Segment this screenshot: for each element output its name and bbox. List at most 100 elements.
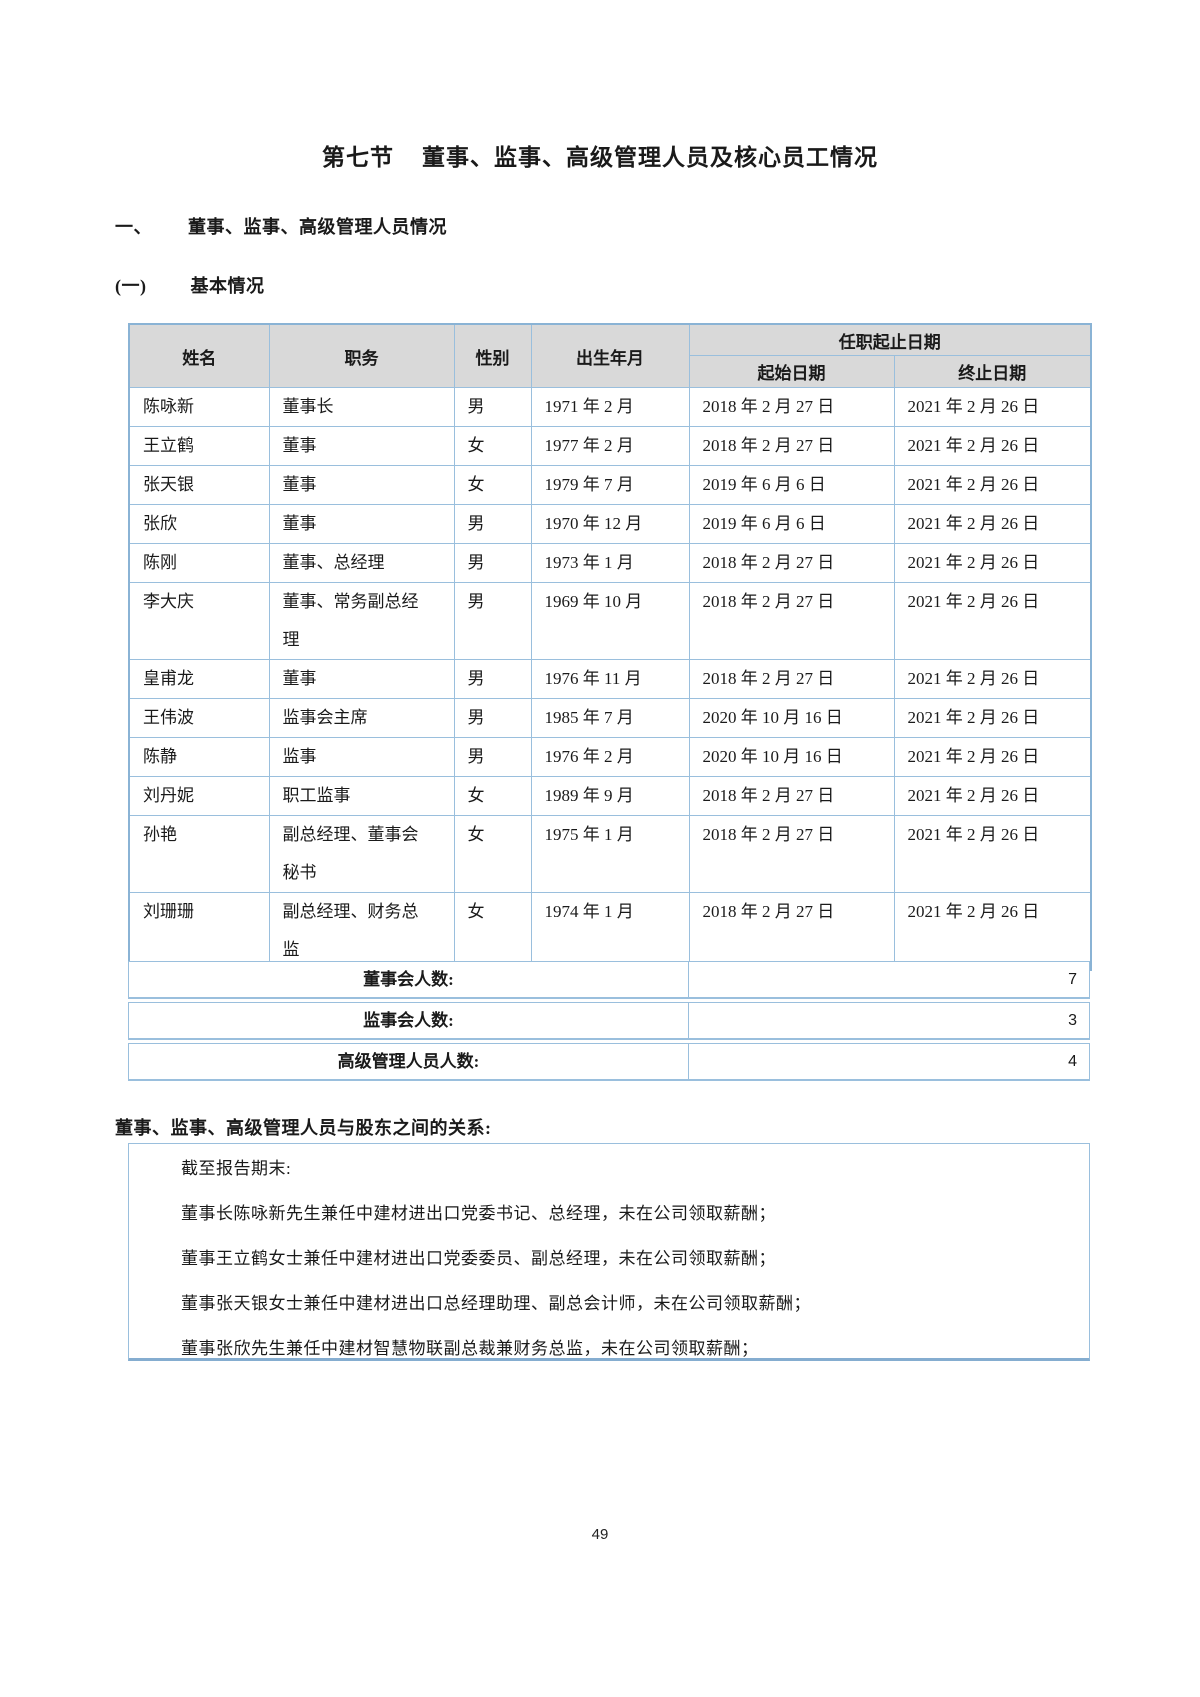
cell-name: 皇甫龙 — [128, 659, 270, 699]
header-position: 职务 — [268, 323, 455, 388]
table-row: 孙艳 副总经理、董事会秘书女 1975 年 1 月 2018 年 2 月 27 日 20… — [128, 815, 1092, 893]
cell-position: 监事会主席 — [268, 698, 455, 738]
officers-table: 姓名 职务 性别 出生年月 任职起止日期 起始日期 终止日期 陈咏新 董事长男 19… — [128, 323, 1092, 971]
section-2-number: (一) — [115, 276, 147, 296]
cell-birth: 1973 年 1 月 — [530, 543, 690, 583]
header-term: 任职起止日期 — [688, 323, 1092, 356]
cell-gender: 男 — [453, 504, 532, 544]
table-row: 王立鹤 董事女 1977 年 2 月 2018 年 2 月 27 日 2021 年 2 … — [128, 426, 1092, 466]
cell-gender: 男 — [453, 387, 532, 427]
table-row: 张欣 董事男 1970 年 12 月 2019 年 6 月 6 日 2021 年 2 月… — [128, 504, 1092, 544]
table-row: 王伟波 监事会主席男 1985 年 7 月 2020 年 10 月 16 日 2021 … — [128, 698, 1092, 738]
cell-start-date: 2018 年 2 月 27 日 — [688, 387, 895, 427]
cell-birth: 1985 年 7 月 — [530, 698, 690, 738]
header-birth: 出生年月 — [530, 323, 690, 388]
cell-start-date: 2018 年 2 月 27 日 — [688, 659, 895, 699]
header-start-date: 起始日期 — [688, 355, 895, 388]
cell-name: 张天银 — [128, 465, 270, 505]
cell-gender: 男 — [453, 543, 532, 583]
cell-birth: 1979 年 7 月 — [530, 465, 690, 505]
cell-start-date: 2020 年 10 月 16 日 — [688, 698, 895, 738]
officers-table-header: 姓名 职务 性别 出生年月 任职起止日期 起始日期 终止日期 — [128, 323, 1092, 388]
table-row: 刘珊珊 副总经理、财务总监女 1974 年 1 月 2018 年 2 月 27 日 20… — [128, 892, 1092, 971]
cell-end-date: 2021 年 2 月 26 日 — [893, 698, 1092, 738]
cell-name: 王立鹤 — [128, 426, 270, 466]
page-title-text: 董事、监事、高级管理人员及核心员工情况 — [422, 145, 878, 170]
cell-gender: 男 — [453, 582, 532, 660]
cell-position: 监事 — [268, 737, 455, 777]
cell-start-date: 2018 年 2 月 27 日 — [688, 543, 895, 583]
cell-end-date: 2021 年 2 月 26 日 — [893, 426, 1092, 466]
cell-name: 刘珊珊 — [128, 892, 270, 971]
table-row: 陈静 监事男 1976 年 2 月 2020 年 10 月 16 日 2021 年 2 … — [128, 737, 1092, 777]
cell-position: 董事 — [268, 426, 455, 466]
cell-name: 王伟波 — [128, 698, 270, 738]
summary-label: 董事会人数: — [129, 962, 689, 997]
cell-end-date: 2021 年 2 月 26 日 — [893, 387, 1092, 427]
cell-end-date: 2021 年 2 月 26 日 — [893, 892, 1092, 971]
cell-birth: 1976 年 2 月 — [530, 737, 690, 777]
cell-position: 副总经理、董事会秘书 — [268, 815, 455, 893]
cell-end-date: 2021 年 2 月 26 日 — [893, 737, 1092, 777]
cell-birth: 1975 年 1 月 — [530, 815, 690, 893]
table-row: 陈咏新 董事长男 1971 年 2 月 2018 年 2 月 27 日 2021 年 2… — [128, 387, 1092, 427]
relations-line: 董事王立鹤女士兼任中建材进出口党委委员、副总经理，未在公司领取薪酬； — [181, 1249, 776, 1268]
table-row: 皇甫龙 董事男 1976 年 11 月 2018 年 2 月 27 日 2021 年 2… — [128, 659, 1092, 699]
relations-heading: 董事、监事、高级管理人员与股东之间的关系: — [115, 1118, 492, 1138]
cell-end-date: 2021 年 2 月 26 日 — [893, 543, 1092, 583]
cell-gender: 女 — [453, 815, 532, 893]
cell-birth: 1969 年 10 月 — [530, 582, 690, 660]
section-1-text: 董事、监事、高级管理人员情况 — [188, 217, 447, 237]
cell-position: 董事 — [268, 504, 455, 544]
cell-gender: 男 — [453, 698, 532, 738]
officer-rows: 陈咏新 董事长男 1971 年 2 月 2018 年 2 月 27 日 2021 年 2… — [128, 387, 1092, 971]
table-row: 张天银 董事女 1979 年 7 月 2019 年 6 月 6 日 2021 年 2 月… — [128, 465, 1092, 505]
cell-position: 董事长 — [268, 387, 455, 427]
cell-name: 刘丹妮 — [128, 776, 270, 816]
cell-start-date: 2019 年 6 月 6 日 — [688, 465, 895, 505]
cell-start-date: 2019 年 6 月 6 日 — [688, 504, 895, 544]
section-2-text: 基本情况 — [190, 276, 265, 296]
summary-rows: 董事会人数: 7 监事会人数: 3 高级管理人员人数: 4 — [128, 961, 1090, 1084]
summary-row: 董事会人数: 7 — [128, 961, 1090, 999]
cell-start-date: 2018 年 2 月 27 日 — [688, 582, 895, 660]
section-heading-1: 一、 董事、监事、高级管理人员情况 — [115, 213, 447, 239]
cell-gender: 女 — [453, 776, 532, 816]
cell-birth: 1974 年 1 月 — [530, 892, 690, 971]
summary-value: 7 — [1068, 971, 1077, 988]
header-name: 姓名 — [128, 323, 270, 388]
relations-line: 截至报告期末: — [181, 1159, 292, 1178]
relations-box: 截至报告期末: 董事长陈咏新先生兼任中建材进出口党委书记、总经理，未在公司领取薪酬… — [128, 1143, 1090, 1361]
cell-name: 孙艳 — [128, 815, 270, 893]
cell-gender: 女 — [453, 465, 532, 505]
summary-row: 监事会人数: 3 — [128, 1002, 1090, 1040]
cell-position: 董事 — [268, 465, 455, 505]
page-number: 49 — [591, 1526, 609, 1543]
summary-row: 高级管理人员人数: 4 — [128, 1043, 1090, 1081]
cell-start-date: 2020 年 10 月 16 日 — [688, 737, 895, 777]
section-heading-2: (一) 基本情况 — [115, 272, 265, 298]
cell-name: 陈刚 — [128, 543, 270, 583]
page-title-chapter: 第七节 — [322, 145, 394, 170]
relations-line: 董事张欣先生兼任中建材智慧物联副总裁兼财务总监，未在公司领取薪酬； — [181, 1339, 759, 1358]
cell-end-date: 2021 年 2 月 26 日 — [893, 776, 1092, 816]
cell-birth: 1971 年 2 月 — [530, 387, 690, 427]
cell-start-date: 2018 年 2 月 27 日 — [688, 426, 895, 466]
section-1-number: 一、 — [115, 217, 152, 237]
page-title: 第七节 董事、监事、高级管理人员及核心员工情况 — [0, 138, 1200, 172]
cell-position: 副总经理、财务总监 — [268, 892, 455, 971]
cell-position: 职工监事 — [268, 776, 455, 816]
summary-value: 4 — [1068, 1053, 1077, 1070]
cell-position: 董事、常务副总经理 — [268, 582, 455, 660]
table-row: 刘丹妮 职工监事女 1989 年 9 月 2018 年 2 月 27 日 2021 年 … — [128, 776, 1092, 816]
cell-gender: 男 — [453, 659, 532, 699]
cell-position: 董事、总经理 — [268, 543, 455, 583]
cell-birth: 1977 年 2 月 — [530, 426, 690, 466]
header-end-date: 终止日期 — [893, 355, 1092, 388]
cell-start-date: 2018 年 2 月 27 日 — [688, 776, 895, 816]
cell-gender: 女 — [453, 892, 532, 971]
cell-name: 李大庆 — [128, 582, 270, 660]
cell-start-date: 2018 年 2 月 27 日 — [688, 892, 895, 971]
